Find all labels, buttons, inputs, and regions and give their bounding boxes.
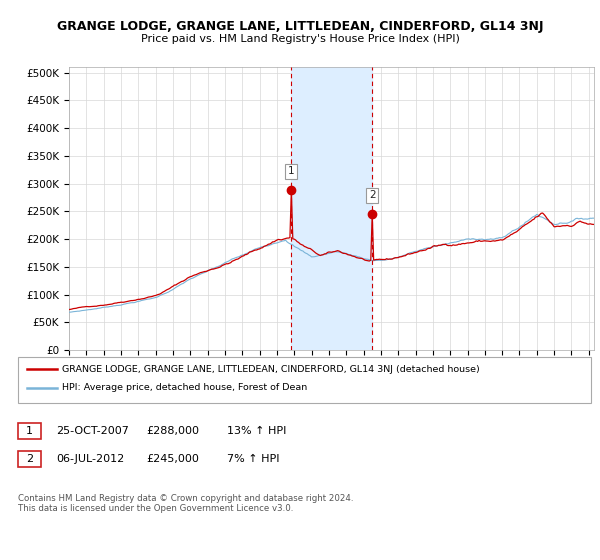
Text: 7% ↑ HPI: 7% ↑ HPI [227, 454, 280, 464]
Text: HPI: Average price, detached house, Forest of Dean: HPI: Average price, detached house, Fore… [62, 383, 307, 392]
Text: £245,000: £245,000 [146, 454, 199, 464]
Text: Contains HM Land Registry data © Crown copyright and database right 2024.
This d: Contains HM Land Registry data © Crown c… [18, 494, 353, 514]
Text: 13% ↑ HPI: 13% ↑ HPI [227, 426, 286, 436]
Text: Price paid vs. HM Land Registry's House Price Index (HPI): Price paid vs. HM Land Registry's House … [140, 34, 460, 44]
Text: £288,000: £288,000 [146, 426, 199, 436]
Text: GRANGE LODGE, GRANGE LANE, LITTLEDEAN, CINDERFORD, GL14 3NJ: GRANGE LODGE, GRANGE LANE, LITTLEDEAN, C… [57, 20, 543, 32]
Text: 06-JUL-2012: 06-JUL-2012 [56, 454, 124, 464]
Text: 25-OCT-2007: 25-OCT-2007 [56, 426, 128, 436]
Text: 1: 1 [288, 166, 295, 176]
Text: 1: 1 [26, 426, 33, 436]
Text: 2: 2 [26, 454, 33, 464]
Text: 2: 2 [369, 190, 376, 200]
Text: GRANGE LODGE, GRANGE LANE, LITTLEDEAN, CINDERFORD, GL14 3NJ (detached house): GRANGE LODGE, GRANGE LANE, LITTLEDEAN, C… [62, 365, 479, 374]
Bar [291, 67, 373, 350]
